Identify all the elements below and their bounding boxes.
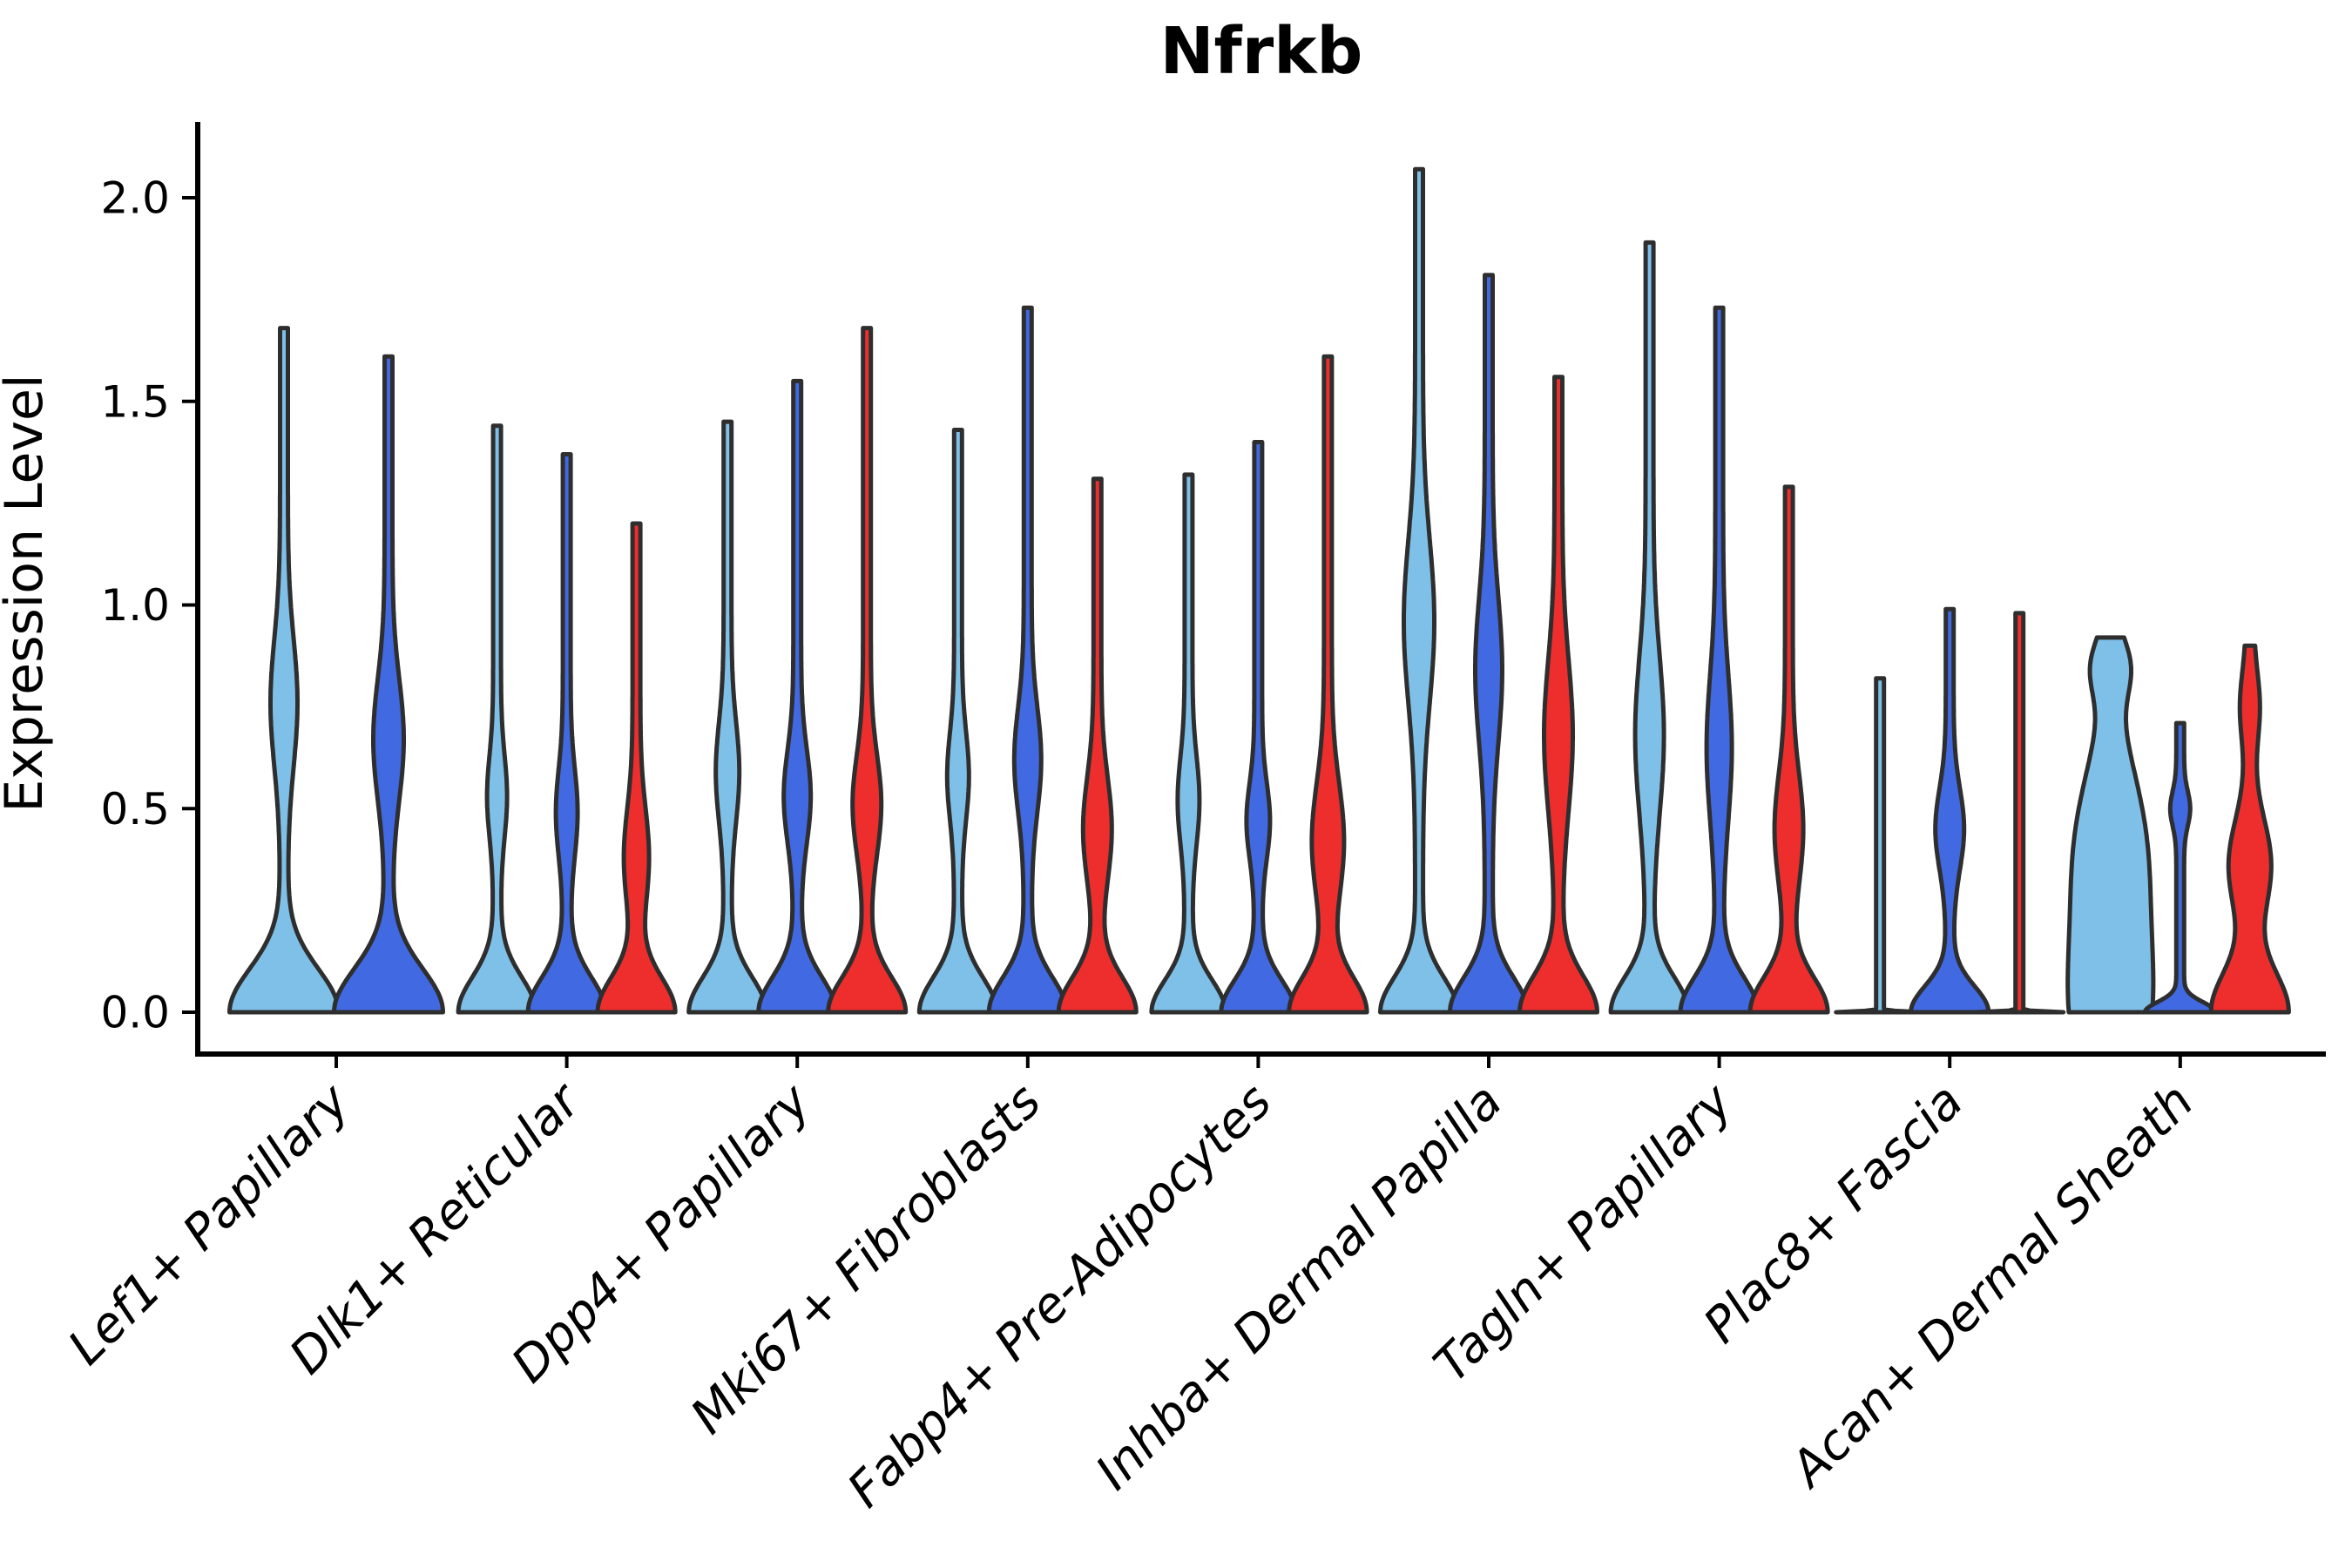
violin-dpp4-light_blue: [686, 419, 769, 1015]
violin-dlk1-dark_blue: [525, 452, 608, 1015]
violin-fabp4-dark_blue: [1219, 440, 1298, 1015]
x-tick-label: Inhba+ Dermal Papilla: [1085, 1073, 1513, 1501]
y-tick-label: 1.5: [100, 376, 170, 427]
violin-inhba-light_blue: [1378, 166, 1460, 1015]
y-tick-label: 0.0: [100, 988, 170, 1038]
x-tick-label: Fabp4+ Pre-Adipocytes: [837, 1073, 1282, 1518]
violin-inhba-red: [1517, 375, 1599, 1015]
chart-title: Nfrkb: [1159, 14, 1363, 89]
violin-mki67-dark_blue: [986, 305, 1069, 1015]
violin-plac8-light_blue: [1834, 676, 1927, 1015]
violin-mki67-light_blue: [916, 428, 999, 1015]
violin-plac8-red: [1973, 611, 2066, 1015]
violin-plac8-dark_blue: [1909, 606, 1991, 1015]
violin-dlk1-red: [595, 521, 678, 1015]
violin-tagln-red: [1747, 484, 1830, 1015]
y-axis-label: Expression Level: [0, 374, 55, 813]
violin-dlk1-light_blue: [456, 423, 538, 1015]
y-tick-label: 0.5: [100, 784, 170, 835]
violin-lef1-dark_blue: [332, 354, 445, 1015]
violin-mki67-red: [1056, 476, 1139, 1015]
violin-acan-light_blue: [2065, 635, 2156, 1015]
violin-lef1-light_blue: [227, 326, 341, 1015]
violin-acan-red: [2208, 643, 2291, 1015]
violin-dpp4-dark_blue: [756, 378, 839, 1015]
x-tick-label: Acan+ Dermal Sheath: [1779, 1073, 2205, 1499]
violin-fabp4-red: [1287, 354, 1369, 1015]
violin-inhba-dark_blue: [1448, 273, 1530, 1015]
violin-fabp4-light_blue: [1149, 472, 1228, 1015]
y-tick-label: 1.0: [100, 580, 170, 631]
violin-dpp4-red: [826, 326, 909, 1015]
violin-tagln-light_blue: [1608, 240, 1691, 1015]
violin-acan-dark_blue: [2142, 720, 2218, 1015]
violin-tagln-dark_blue: [1678, 305, 1761, 1015]
y-tick-label: 2.0: [100, 173, 170, 224]
